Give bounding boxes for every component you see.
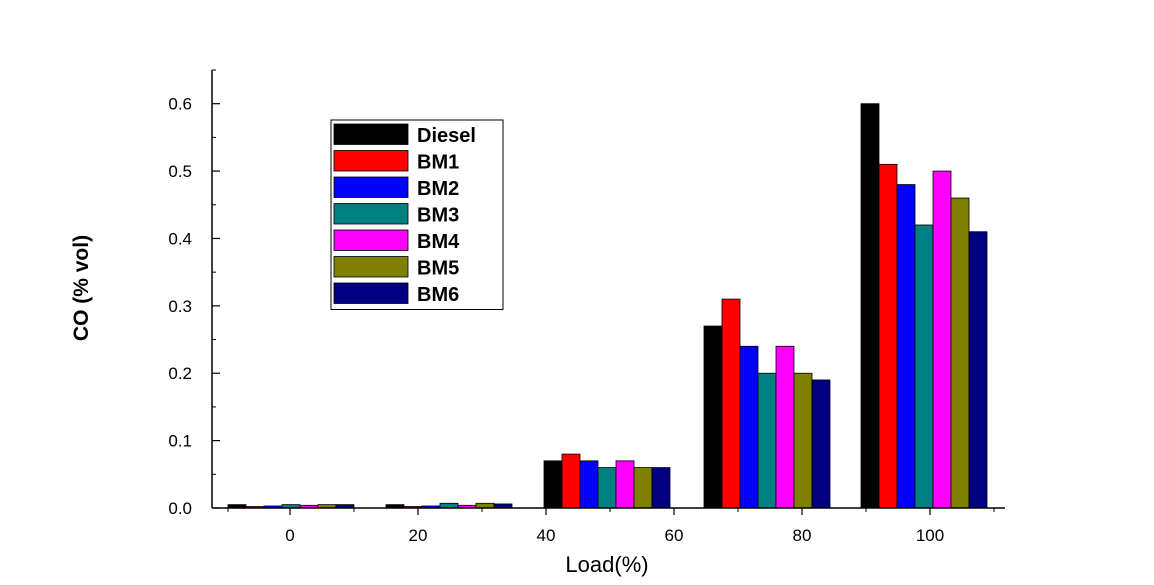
legend-swatch-bm5 [333, 256, 409, 278]
bar-bm3-40 [597, 467, 617, 509]
x-tick-label: 40 [537, 526, 556, 545]
legend-label-bm1: BM1 [417, 152, 459, 174]
bar-bm4-40 [615, 460, 635, 509]
bar-bm2-100 [896, 184, 916, 509]
y-tick-label: 0.2 [168, 364, 192, 383]
legend-swatch-bm2 [333, 176, 409, 198]
bar-bm5-80 [793, 372, 813, 509]
bar-bm3-80 [757, 372, 777, 509]
bar-bm5-100 [950, 197, 970, 509]
x-axis-label: Load(%) [565, 552, 648, 577]
legend-label-bm2: BM2 [417, 178, 459, 200]
axes-layer: 0.0 0.1 0.2 0.3 0.4 0.5 0.6 0 20 40 60 80 100 [168, 69, 1005, 545]
bar-bm4-80 [775, 345, 795, 509]
y-tick-label: 0.6 [168, 95, 192, 114]
legend-label-bm6: BM6 [417, 284, 459, 306]
bar-diesel-80 [703, 325, 723, 509]
legend-swatch-bm3 [333, 203, 409, 225]
bar-bm5-40 [633, 467, 653, 509]
bar-bm3-100 [914, 224, 934, 509]
y-tick-label: 0.3 [168, 297, 192, 316]
legend-swatch-bm6 [333, 282, 409, 304]
legend-label-bm4: BM4 [417, 231, 460, 253]
y-tick-label: 0.4 [168, 229, 192, 248]
legend: Diesel BM1 BM2 BM3 BM4 BM5 BM6 [330, 119, 504, 310]
legend-swatch-diesel [333, 123, 409, 145]
bar-diesel-100 [860, 103, 880, 509]
x-tick-label: 60 [665, 526, 684, 545]
bar-bm1-100 [878, 163, 898, 509]
bars-layer [227, 103, 988, 509]
x-tick-label: 80 [793, 526, 812, 545]
x-tick-label: 20 [409, 526, 428, 545]
y-tick-label: 0.1 [168, 432, 192, 451]
legend-label-bm5: BM5 [417, 258, 459, 280]
bar-bm6-40 [651, 467, 671, 509]
legend-label-bm3: BM3 [417, 205, 459, 227]
bar-bm1-40 [561, 453, 581, 509]
y-axis-label: CO (% vol) [70, 235, 93, 341]
bar-bm4-100 [932, 170, 952, 509]
bar-bm2-40 [579, 460, 599, 509]
legend-label-diesel: Diesel [417, 125, 476, 147]
bar-bm2-80 [739, 345, 759, 509]
bar-bm6-80 [811, 379, 831, 509]
x-tick-label: 100 [916, 526, 944, 545]
y-tick-label: 0.0 [168, 499, 192, 518]
bar-bm6-100 [968, 231, 988, 509]
y-tick-label: 0.5 [168, 162, 192, 181]
bar-diesel-40 [543, 460, 563, 509]
x-tick-label: 0 [285, 526, 294, 545]
legend-swatch-bm4 [333, 229, 409, 251]
legend-swatch-bm1 [333, 150, 409, 172]
bar-bm1-80 [721, 298, 741, 509]
